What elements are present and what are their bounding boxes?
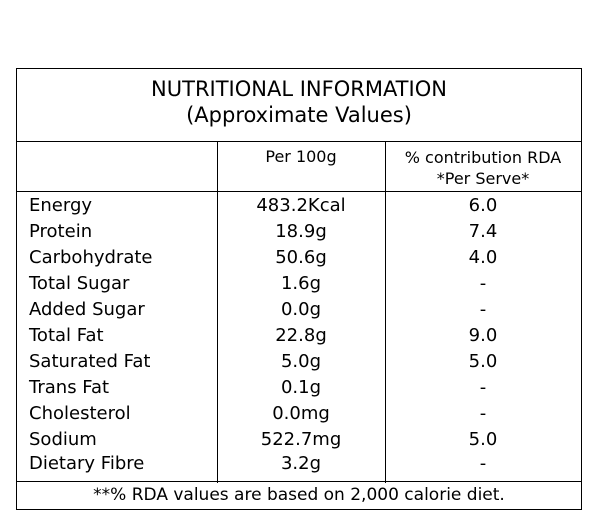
rda-value: - <box>479 403 487 424</box>
header-per-100g: Per 100g <box>265 147 337 166</box>
header-rda: % contribution RDA *Per Serve* <box>385 147 581 189</box>
table-row: Carbohydrate 50.6g 4.0 <box>17 245 581 271</box>
nutrient-name: Added Sugar <box>29 299 145 320</box>
rda-value: 4.0 <box>468 247 498 268</box>
table-row: Dietary Fibre 3.2g - <box>17 451 581 477</box>
nutrient-name: Dietary Fibre <box>29 453 145 474</box>
rda-value: 5.0 <box>468 429 498 450</box>
rda-value: 6.0 <box>468 195 498 216</box>
rda-value: - <box>479 273 487 294</box>
per-100g-value: 0.1g <box>280 377 322 398</box>
rda-value: - <box>479 299 487 320</box>
header-rda-line-2: *Per Serve* <box>436 169 530 188</box>
title-line-1: NUTRITIONAL INFORMATION <box>151 77 447 101</box>
per-100g-value: 22.8g <box>275 325 327 346</box>
table-row: Energy 483.2Kcal 6.0 <box>17 193 581 219</box>
table-row: Total Sugar 1.6g - <box>17 271 581 297</box>
nutrient-name: Energy <box>29 195 93 216</box>
per-100g-value: 0.0mg <box>272 403 330 424</box>
per-100g-value: 483.2Kcal <box>256 195 346 216</box>
per-100g-value: 522.7mg <box>260 429 342 450</box>
nutrient-name: Total Fat <box>29 325 104 346</box>
column-divider-2 <box>385 141 386 483</box>
per-100g-value: 3.2g <box>280 453 322 474</box>
nutrient-name: Total Sugar <box>29 273 130 294</box>
rda-value: - <box>479 453 487 474</box>
nutrient-name: Carbohydrate <box>29 247 153 268</box>
rda-value: 7.4 <box>468 221 498 242</box>
per-100g-value: 1.6g <box>280 273 322 294</box>
table-row: Sodium 522.7mg 5.0 <box>17 427 581 453</box>
table-row: Trans Fat 0.1g - <box>17 375 581 401</box>
rda-value: - <box>479 377 487 398</box>
nutrient-name: Cholesterol <box>29 403 131 424</box>
column-divider-1 <box>217 141 218 483</box>
rda-value: 5.0 <box>468 351 498 372</box>
nutrient-name: Protein <box>29 221 93 242</box>
nutrition-table: NUTRITIONAL INFORMATION (Approximate Val… <box>16 68 582 510</box>
header-rda-line-1: % contribution RDA <box>404 148 562 167</box>
per-100g-value: 0.0g <box>280 299 322 320</box>
title-line-2: (Approximate Values) <box>186 103 412 127</box>
nutrient-name: Saturated Fat <box>29 351 151 372</box>
table-row: Total Fat 22.8g 9.0 <box>17 323 581 349</box>
per-100g-value: 18.9g <box>275 221 327 242</box>
column-header-row: Per 100g % contribution RDA *Per Serve* <box>17 141 581 192</box>
table-row: Saturated Fat 5.0g 5.0 <box>17 349 581 375</box>
table-row: Added Sugar 0.0g - <box>17 297 581 323</box>
nutrient-name: Sodium <box>29 429 97 450</box>
rda-value: 9.0 <box>468 325 498 346</box>
table-row: Protein 18.9g 7.4 <box>17 219 581 245</box>
per-100g-value: 5.0g <box>280 351 322 372</box>
footnote: **% RDA values are based on 2,000 calori… <box>17 481 581 509</box>
nutrient-name: Trans Fat <box>29 377 110 398</box>
per-100g-value: 50.6g <box>275 247 327 268</box>
table-row: Cholesterol 0.0mg - <box>17 401 581 427</box>
table-title: NUTRITIONAL INFORMATION (Approximate Val… <box>17 69 581 142</box>
